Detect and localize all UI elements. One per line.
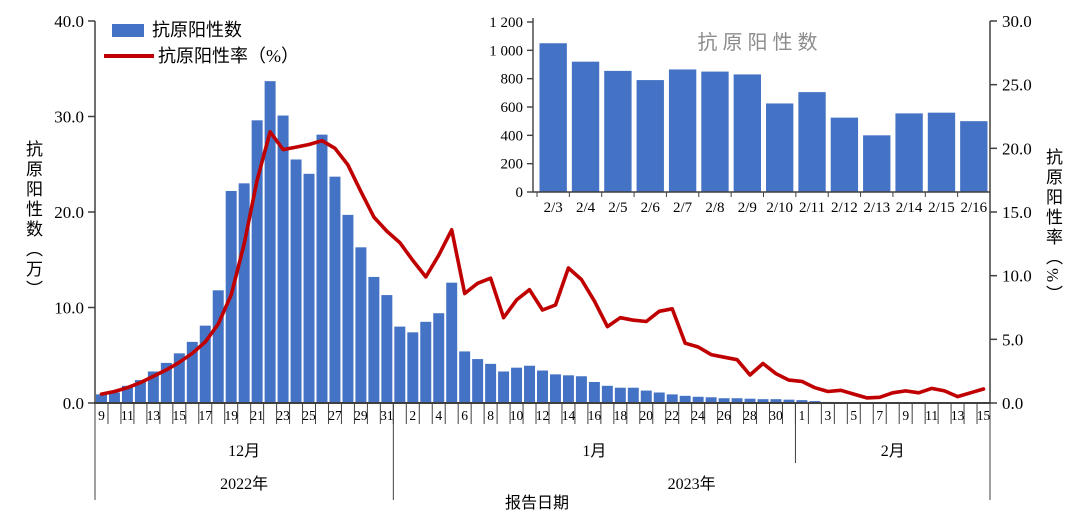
svg-text:15.0: 15.0 xyxy=(1002,203,1032,222)
svg-text:17: 17 xyxy=(199,408,213,423)
svg-text:28: 28 xyxy=(743,408,757,423)
svg-text:16: 16 xyxy=(588,408,602,423)
svg-text:29: 29 xyxy=(354,408,368,423)
svg-text:7: 7 xyxy=(876,408,883,423)
svg-text:2: 2 xyxy=(409,408,416,423)
antigen-count-bars xyxy=(96,81,989,404)
svg-text:19: 19 xyxy=(224,408,238,423)
inset-bars xyxy=(539,43,988,193)
svg-text:1月: 1月 xyxy=(582,443,606,460)
svg-text:12月: 12月 xyxy=(228,443,260,460)
svg-text:22: 22 xyxy=(665,408,679,423)
svg-text:2/11: 2/11 xyxy=(799,200,825,216)
svg-text:11: 11 xyxy=(925,408,938,423)
year-axis: 2022年 2023年 xyxy=(94,463,991,500)
month-axis: 12月 1月 2月 xyxy=(94,403,991,463)
svg-text:24: 24 xyxy=(691,408,705,423)
svg-text:1 000: 1 000 xyxy=(489,43,523,59)
svg-text:13: 13 xyxy=(147,408,161,423)
svg-text:12: 12 xyxy=(536,408,550,423)
left-axis-title: 抗原阳性数（万） xyxy=(23,140,42,300)
svg-text:9: 9 xyxy=(902,408,909,423)
svg-text:25.0: 25.0 xyxy=(1002,76,1032,95)
svg-text:5: 5 xyxy=(850,408,857,423)
x-axis-title: 报告日期 xyxy=(504,495,569,512)
svg-text:13: 13 xyxy=(951,408,965,423)
svg-text:8: 8 xyxy=(487,408,494,423)
svg-text:600: 600 xyxy=(501,100,524,116)
day-axis: 9 11 13 15 17 19 21 23 25 27 29 31 2 4 6 8 10 12 14 16 18 20 2… xyxy=(94,403,991,424)
svg-text:20.0: 20.0 xyxy=(54,203,84,222)
svg-text:30.0: 30.0 xyxy=(54,108,84,127)
svg-text:2022年: 2022年 xyxy=(220,475,268,493)
line-swatch-icon xyxy=(104,54,154,58)
svg-text:2/13: 2/13 xyxy=(863,200,890,216)
svg-text:10.0: 10.0 xyxy=(1002,267,1032,286)
svg-text:23: 23 xyxy=(276,408,290,423)
legend-rate-label: 抗原阳性率（%） xyxy=(158,46,299,66)
svg-text:10: 10 xyxy=(510,408,524,423)
svg-text:2/14: 2/14 xyxy=(896,200,923,216)
svg-text:6: 6 xyxy=(461,408,468,423)
svg-text:2/16: 2/16 xyxy=(960,200,987,216)
svg-text:21: 21 xyxy=(250,408,264,423)
svg-text:18: 18 xyxy=(614,408,628,423)
inset-y-ticks: 0 200 400 600 800 1 000 1 200 xyxy=(489,15,533,201)
svg-text:1: 1 xyxy=(799,408,806,423)
svg-text:4: 4 xyxy=(435,408,442,423)
svg-text:15: 15 xyxy=(173,408,187,423)
svg-text:0.0: 0.0 xyxy=(1002,394,1023,413)
svg-text:5.0: 5.0 xyxy=(1002,330,1023,349)
svg-text:27: 27 xyxy=(328,408,342,423)
svg-text:2/15: 2/15 xyxy=(928,200,955,216)
right-axis-ticks: 0.0 5.0 10.0 15.0 20.0 25.0 30.0 xyxy=(990,12,1032,413)
svg-text:2/8: 2/8 xyxy=(705,200,724,216)
svg-text:31: 31 xyxy=(380,408,394,423)
svg-text:0.0: 0.0 xyxy=(63,394,84,413)
inset-chart-title: 抗原阳性数 xyxy=(697,32,823,54)
svg-text:2/10: 2/10 xyxy=(766,200,793,216)
svg-text:9: 9 xyxy=(98,408,105,423)
svg-text:3: 3 xyxy=(824,408,831,423)
svg-text:30: 30 xyxy=(769,408,783,423)
inset-x-ticks: 2/3 2/4 2/5 2/6 2/7 2/8 2/9 2/10 2/11 2/12 2/13 2/1… xyxy=(536,192,991,216)
svg-text:25: 25 xyxy=(302,408,316,423)
legend-item-rate: 抗原阳性率（%） xyxy=(100,44,299,68)
svg-text:15: 15 xyxy=(977,408,991,423)
svg-text:20.0: 20.0 xyxy=(1002,139,1032,158)
svg-text:2/5: 2/5 xyxy=(608,200,627,216)
svg-text:11: 11 xyxy=(121,408,134,423)
antigen-rate-line xyxy=(99,130,986,400)
svg-text:30.0: 30.0 xyxy=(1002,12,1032,31)
legend-count-label: 抗原阳性数 xyxy=(152,20,242,40)
svg-text:2月: 2月 xyxy=(881,443,905,460)
right-axis-title: 抗原阳性率（%） xyxy=(1043,148,1062,306)
svg-text:2/9: 2/9 xyxy=(738,200,757,216)
svg-text:2023年: 2023年 xyxy=(668,475,716,493)
svg-text:10.0: 10.0 xyxy=(54,299,84,318)
bar-swatch-icon xyxy=(112,23,144,37)
legend: 抗原阳性数 抗原阳性率（%） xyxy=(100,18,299,68)
svg-text:2/6: 2/6 xyxy=(641,200,661,216)
svg-text:1 200: 1 200 xyxy=(489,15,523,31)
left-axis-ticks: 0.0 10.0 20.0 30.0 40.0 xyxy=(54,12,95,413)
main-chart: 0.0 10.0 20.0 30.0 40.0 0.0 5.0 10.0 15.0 20.0 25.… xyxy=(54,12,1032,500)
svg-text:2/12: 2/12 xyxy=(831,200,858,216)
svg-text:40.0: 40.0 xyxy=(54,12,84,31)
svg-text:20: 20 xyxy=(640,408,654,423)
svg-text:200: 200 xyxy=(501,157,524,173)
svg-text:2/7: 2/7 xyxy=(673,200,693,216)
svg-text:800: 800 xyxy=(501,72,524,88)
svg-text:400: 400 xyxy=(501,128,524,144)
svg-text:2/3: 2/3 xyxy=(544,200,563,216)
legend-item-count: 抗原阳性数 xyxy=(100,18,299,42)
svg-text:26: 26 xyxy=(717,408,731,423)
svg-text:0: 0 xyxy=(516,185,524,201)
svg-text:2/4: 2/4 xyxy=(576,200,596,216)
svg-text:14: 14 xyxy=(562,408,576,423)
